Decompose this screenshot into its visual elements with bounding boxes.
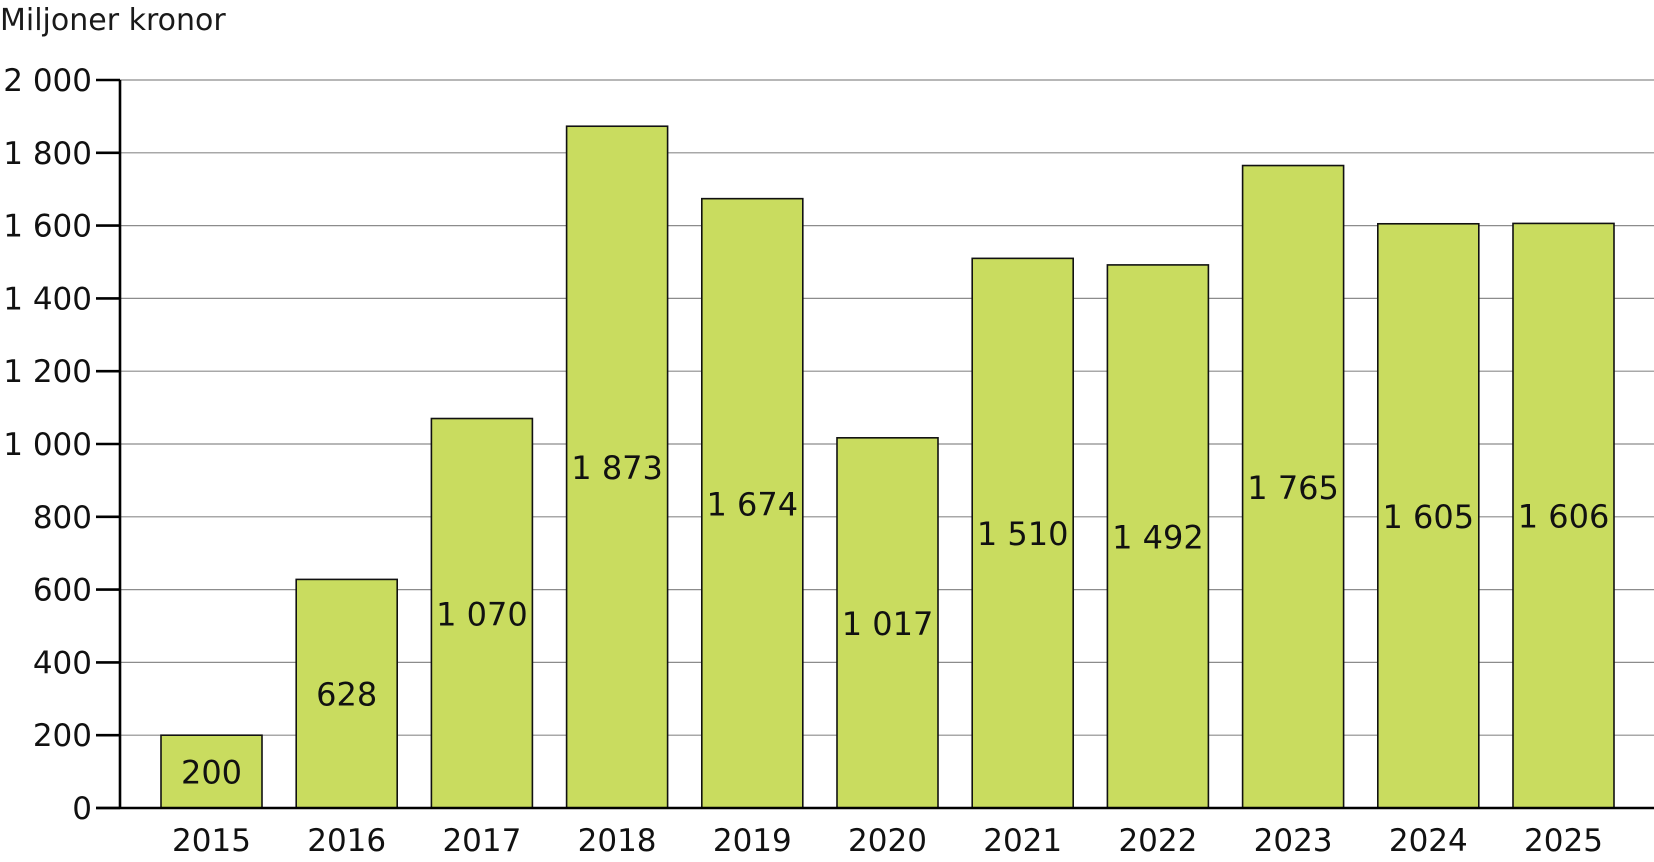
bar-2016 — [295, 578, 399, 809]
data-label-2025: 1 606 — [1518, 498, 1610, 536]
bar-2023 — [1241, 164, 1345, 809]
bar-2022 — [1106, 264, 1210, 809]
y-tick-label: 0 — [72, 791, 92, 827]
x-tick-label-2025: 2025 — [1524, 823, 1603, 859]
y-tick-label: 600 — [33, 573, 92, 609]
y-tick-label: 200 — [33, 718, 92, 754]
bar-2018 — [565, 125, 669, 809]
bar-2024 — [1377, 222, 1480, 809]
data-label-2020: 1 017 — [842, 605, 934, 643]
x-tick-label-2020: 2020 — [848, 823, 927, 859]
data-label-2018: 1 873 — [571, 449, 663, 487]
x-tick-label-2022: 2022 — [1118, 823, 1197, 859]
y-tick-label: 800 — [33, 500, 92, 536]
data-label-2021: 1 510 — [977, 515, 1069, 553]
bar-2015 — [160, 734, 263, 809]
y-tick-label: 1 200 — [3, 354, 92, 390]
y-tick-label: 1 400 — [3, 281, 92, 317]
y-tick-label: 1 800 — [3, 136, 92, 172]
bar-2019 — [700, 197, 804, 809]
data-label-2024: 1 605 — [1382, 498, 1474, 536]
y-axis-label: Miljoner kronor — [0, 3, 226, 38]
y-tick-label: 2 000 — [3, 63, 92, 99]
x-tick-label-2016: 2016 — [307, 823, 386, 859]
data-label-2022: 1 492 — [1112, 518, 1204, 556]
data-label-2015: 200 — [181, 754, 242, 792]
x-tick-label-2021: 2021 — [983, 823, 1062, 859]
x-tick-labels: 2015 2016 2017 2018 2019 2020 2021 2022 2023 2024… — [172, 823, 1603, 859]
x-tick-label-2015: 2015 — [172, 823, 251, 859]
x-tick-label-2019: 2019 — [713, 823, 792, 859]
axes — [96, 78, 1654, 810]
data-label-2019: 1 674 — [706, 485, 798, 523]
y-tick-label: 1 000 — [3, 427, 92, 463]
x-tick-label-2023: 2023 — [1254, 823, 1333, 859]
bar-2025 — [1512, 222, 1615, 809]
data-label-2017: 1 070 — [436, 595, 528, 633]
data-label-2016: 628 — [316, 676, 377, 714]
data-label-2023: 1 765 — [1247, 469, 1339, 507]
x-tick-label-2024: 2024 — [1389, 823, 1468, 859]
data-labels: 200 628 1 070 1 873 1 674 1 017 1 510 1 492 1 76… — [181, 449, 1609, 791]
x-tick-label-2018: 2018 — [578, 823, 657, 859]
x-tick-label-2017: 2017 — [442, 823, 521, 859]
bars — [160, 125, 1615, 809]
y-tick-labels: 0 200 400 600 800 1 000 1 200 1 400 1 600 1 800 2 … — [3, 63, 92, 827]
bar-2021 — [971, 257, 1075, 809]
y-tick-label: 400 — [33, 645, 92, 681]
bar-2020 — [836, 437, 939, 809]
y-tick-label: 1 600 — [3, 209, 92, 245]
